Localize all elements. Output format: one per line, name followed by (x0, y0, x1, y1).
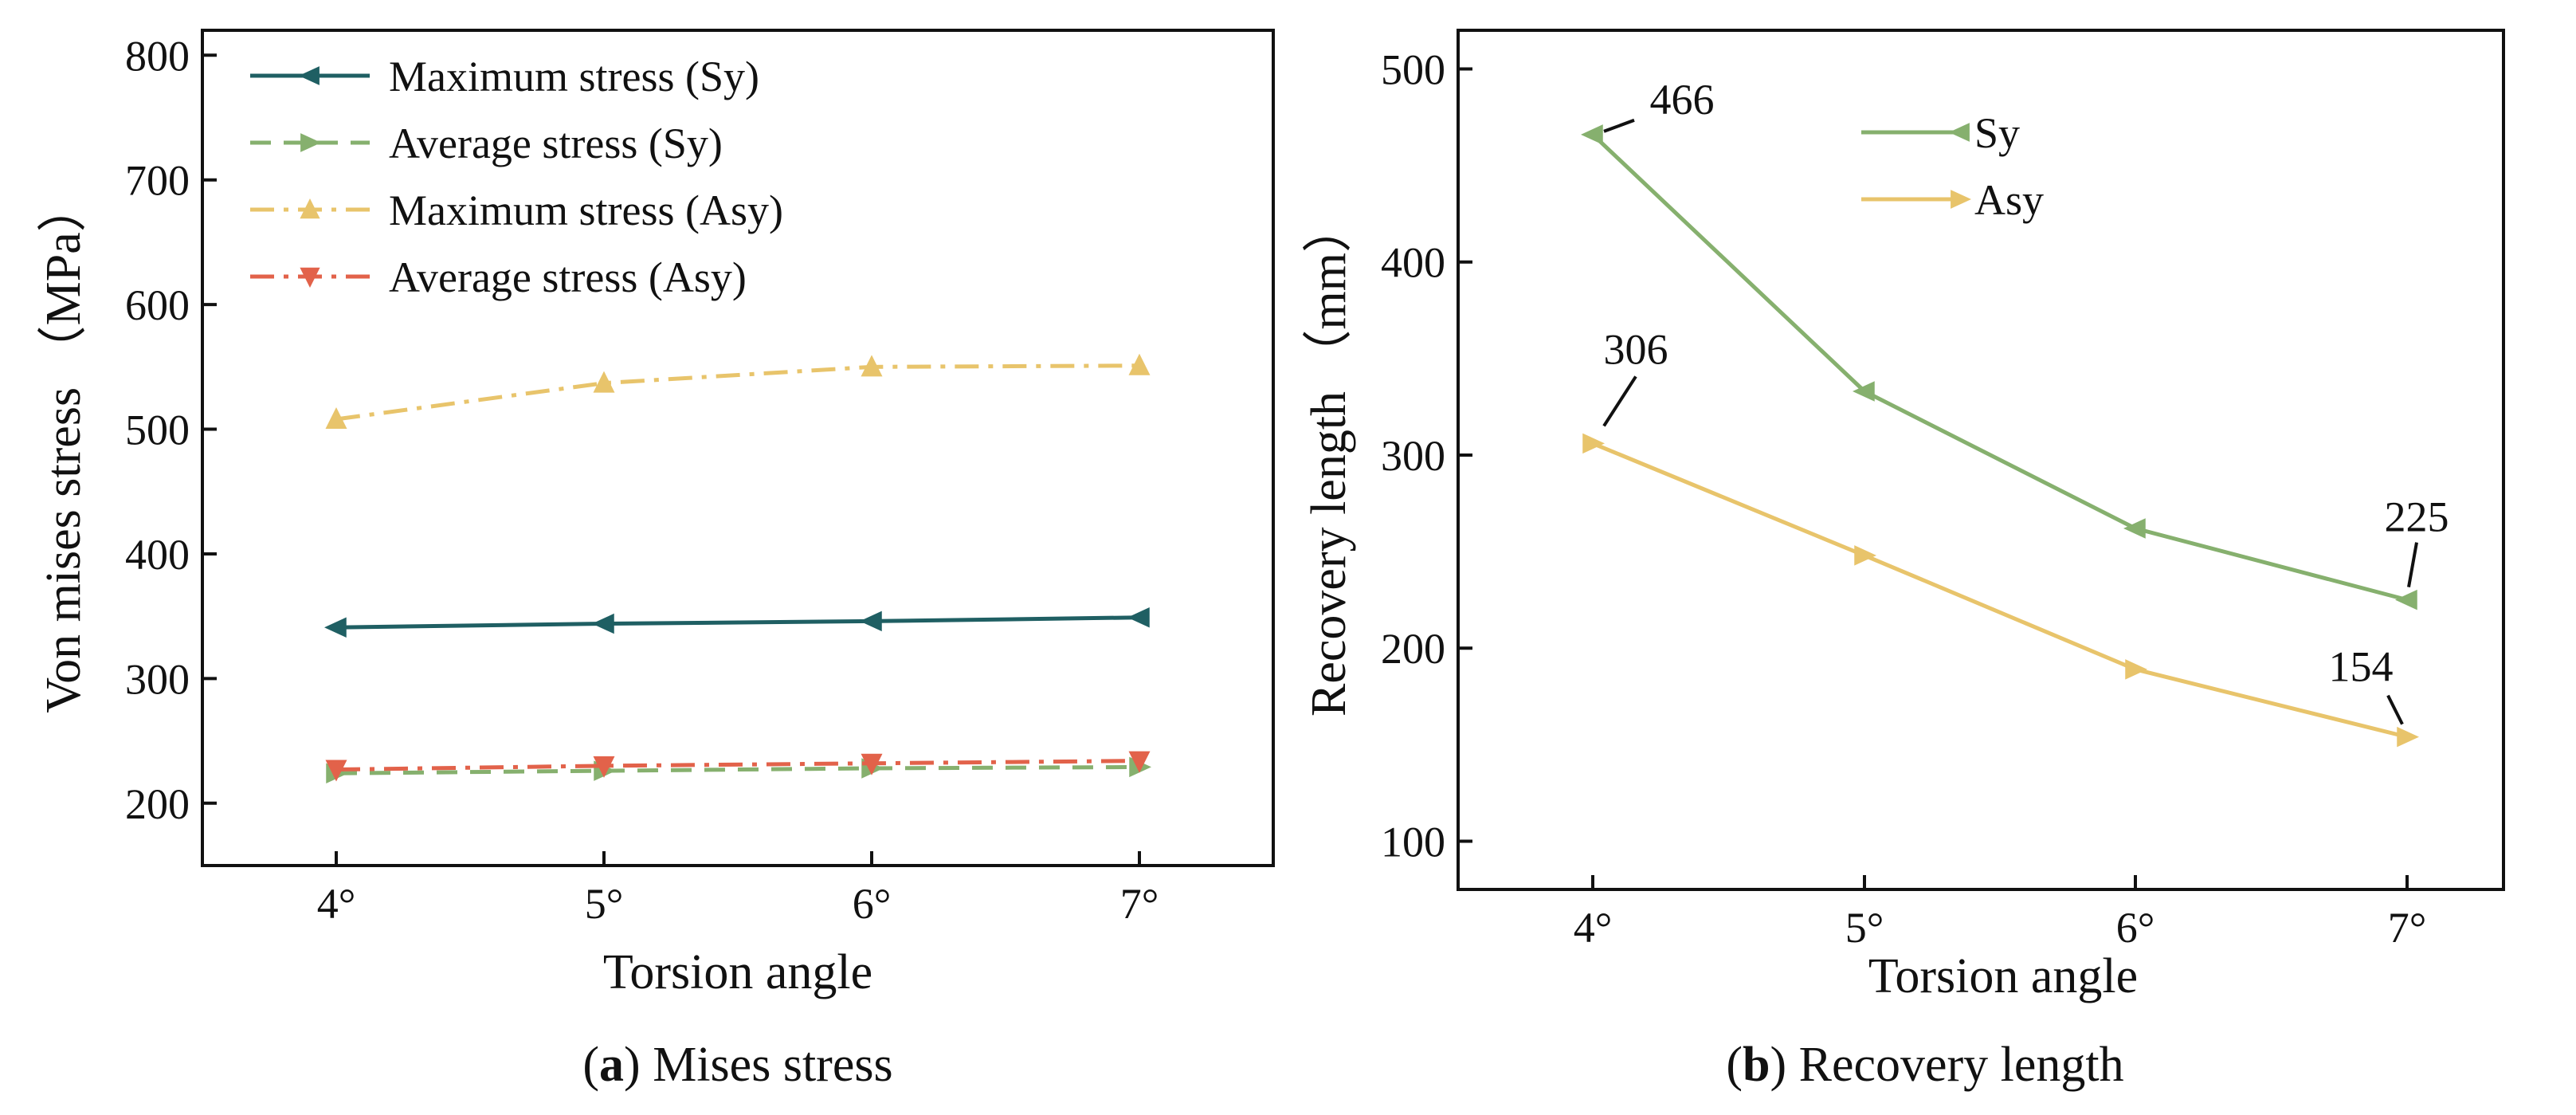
chart-b-x-tick-label: 5° (1845, 904, 1884, 952)
chart-a-legend-label: Average stress (Sy) (389, 120, 723, 167)
chart-b-y-axis-title: Recovery length （mm） (1302, 203, 1356, 717)
chart-b-legend: Sy Asy (1861, 109, 2044, 224)
chart-a-series-layer (324, 353, 1151, 784)
chart-a-y-tick-label: 700 (125, 157, 190, 205)
chart-b-annotation-label: 306 (1604, 325, 1668, 373)
chart-b-annotation-leader (2407, 542, 2418, 587)
chart-a-y-tick-label: 800 (125, 32, 190, 80)
chart-a-legend-label: Maximum stress (Asy) (389, 186, 783, 234)
chart-a-data-point (593, 756, 615, 778)
chart-b-annotation-label: 225 (2385, 493, 2449, 541)
chart-a-data-point (860, 611, 882, 632)
chart-a-y-tick-label: 300 (125, 655, 190, 703)
chart-b-legend-marker (1949, 123, 1970, 142)
chart-b-data-point (1581, 124, 1603, 145)
chart-b-x-axis-title: Torsion angle (1868, 949, 2138, 1003)
chart-b-x-axis: 4° 5° 6° 7° (1574, 875, 2427, 952)
chart-b-annotation-leader (1603, 118, 1635, 133)
chart-a-data-point (324, 617, 347, 638)
chart-a-series-line-2 (335, 764, 1140, 775)
chart-a-data-point (861, 355, 883, 377)
chart-a-y-tick-label: 400 (125, 531, 190, 579)
chart-b-y-tick-label: 200 (1381, 625, 1445, 673)
chart-b-legend-label: Sy (1974, 109, 2020, 157)
chart-a-x-tick-label: 4° (317, 880, 356, 928)
chart-b-data-point (2125, 659, 2147, 680)
chart-b-y-tick-label: 400 (1381, 239, 1445, 287)
chart-a-series-line-4 (335, 759, 1140, 772)
chart-a-x-axis-title: Torsion angle (603, 945, 872, 999)
chart-b-y-tick-label: 500 (1381, 45, 1445, 93)
chart-a-x-tick-label: 7° (1120, 880, 1159, 928)
chart-b-data-point (2397, 726, 2419, 748)
chart-b-legend-marker (1951, 190, 1971, 209)
chart-b-annotation-leader (1602, 375, 1637, 427)
chart-b-annotation-leader (2386, 694, 2404, 725)
chart-a-x-tick-label: 6° (853, 880, 892, 928)
chart-a-series-line-1 (335, 615, 1140, 630)
chart-b-series-line-2 (1592, 442, 2408, 740)
chart-b-annotation-label: 154 (2329, 643, 2394, 691)
chart-a-y-tick-label: 200 (125, 780, 190, 828)
chart-b-y-tick-label: 100 (1381, 818, 1445, 866)
chart-a-legend-marker (300, 198, 320, 219)
chart-b-data-point (1582, 433, 1605, 454)
chart-a-legend-label: Maximum stress (Sy) (389, 53, 759, 100)
chart-b-x-tick-label: 6° (2116, 904, 2155, 952)
chart-b-y-tick-label: 300 (1381, 432, 1445, 480)
chart-a-y-tick-label: 500 (125, 406, 190, 454)
chart-a-legend-marker (300, 267, 320, 288)
chart-b-y-axis: 100 200 300 400 500 (1381, 45, 1472, 866)
chart-b-annotation-label: 466 (1650, 76, 1715, 124)
chart-a-caption: (a) Mises stress (582, 1038, 892, 1092)
chart-b-series-layer (1581, 124, 2419, 748)
chart-b-caption: (b) Recovery length (1726, 1038, 2123, 1092)
chart-a-legend-marker (300, 133, 321, 152)
chart-b-legend-label: Asy (1974, 176, 2044, 224)
chart-a-legend-marker (299, 66, 320, 85)
chart-b-data-point (1854, 545, 1876, 566)
chart-a-data-point (325, 760, 347, 782)
chart-a-data-point (593, 371, 615, 393)
chart-a-y-tick-label: 600 (125, 281, 190, 329)
chart-a-data-point (861, 753, 883, 775)
chart-a-data-point (1128, 353, 1151, 375)
chart-a-legend: Maximum stress (Sy) Average stress (Sy) Ma… (250, 53, 783, 301)
chart-b-recovery-length: 100 200 300 400 500 4° 5° 6° 7° 466 306 225 154 Sy… (1302, 29, 2505, 1092)
chart-b-x-tick-label: 7° (2388, 904, 2427, 952)
chart-a-series-line-3 (335, 363, 1140, 422)
chart-a-legend-label: Average stress (Asy) (389, 253, 747, 301)
chart-a-data-point (1128, 751, 1151, 773)
chart-a-y-axis: 200 300 400 500 600 700 800 (125, 32, 217, 828)
chart-a-data-point (325, 407, 347, 430)
chart-a-data-point (592, 613, 614, 634)
chart-b-data-point (1853, 381, 1875, 402)
chart-a-data-point (1127, 607, 1150, 628)
chart-a-y-axis-title: Von mises stress （MPa） (37, 183, 91, 713)
chart-b-series-line-1 (1591, 132, 2408, 603)
chart-a-mises-stress: 200 300 400 500 600 700 800 4° 5° 6° 7° Maximum s… (37, 29, 1275, 1092)
chart-b-plot-frame (1457, 29, 2505, 891)
chart-b-annotations: 466 306 225 154 (1602, 76, 2449, 725)
chart-b-data-point (2123, 518, 2146, 539)
chart-b-x-tick-label: 4° (1574, 904, 1613, 952)
chart-a-x-axis: 4° 5° 6° 7° (317, 851, 1159, 928)
chart-a-x-tick-label: 5° (585, 880, 624, 928)
chart-b-data-point (2395, 589, 2417, 611)
chart-a-plot-frame (201, 29, 1275, 867)
